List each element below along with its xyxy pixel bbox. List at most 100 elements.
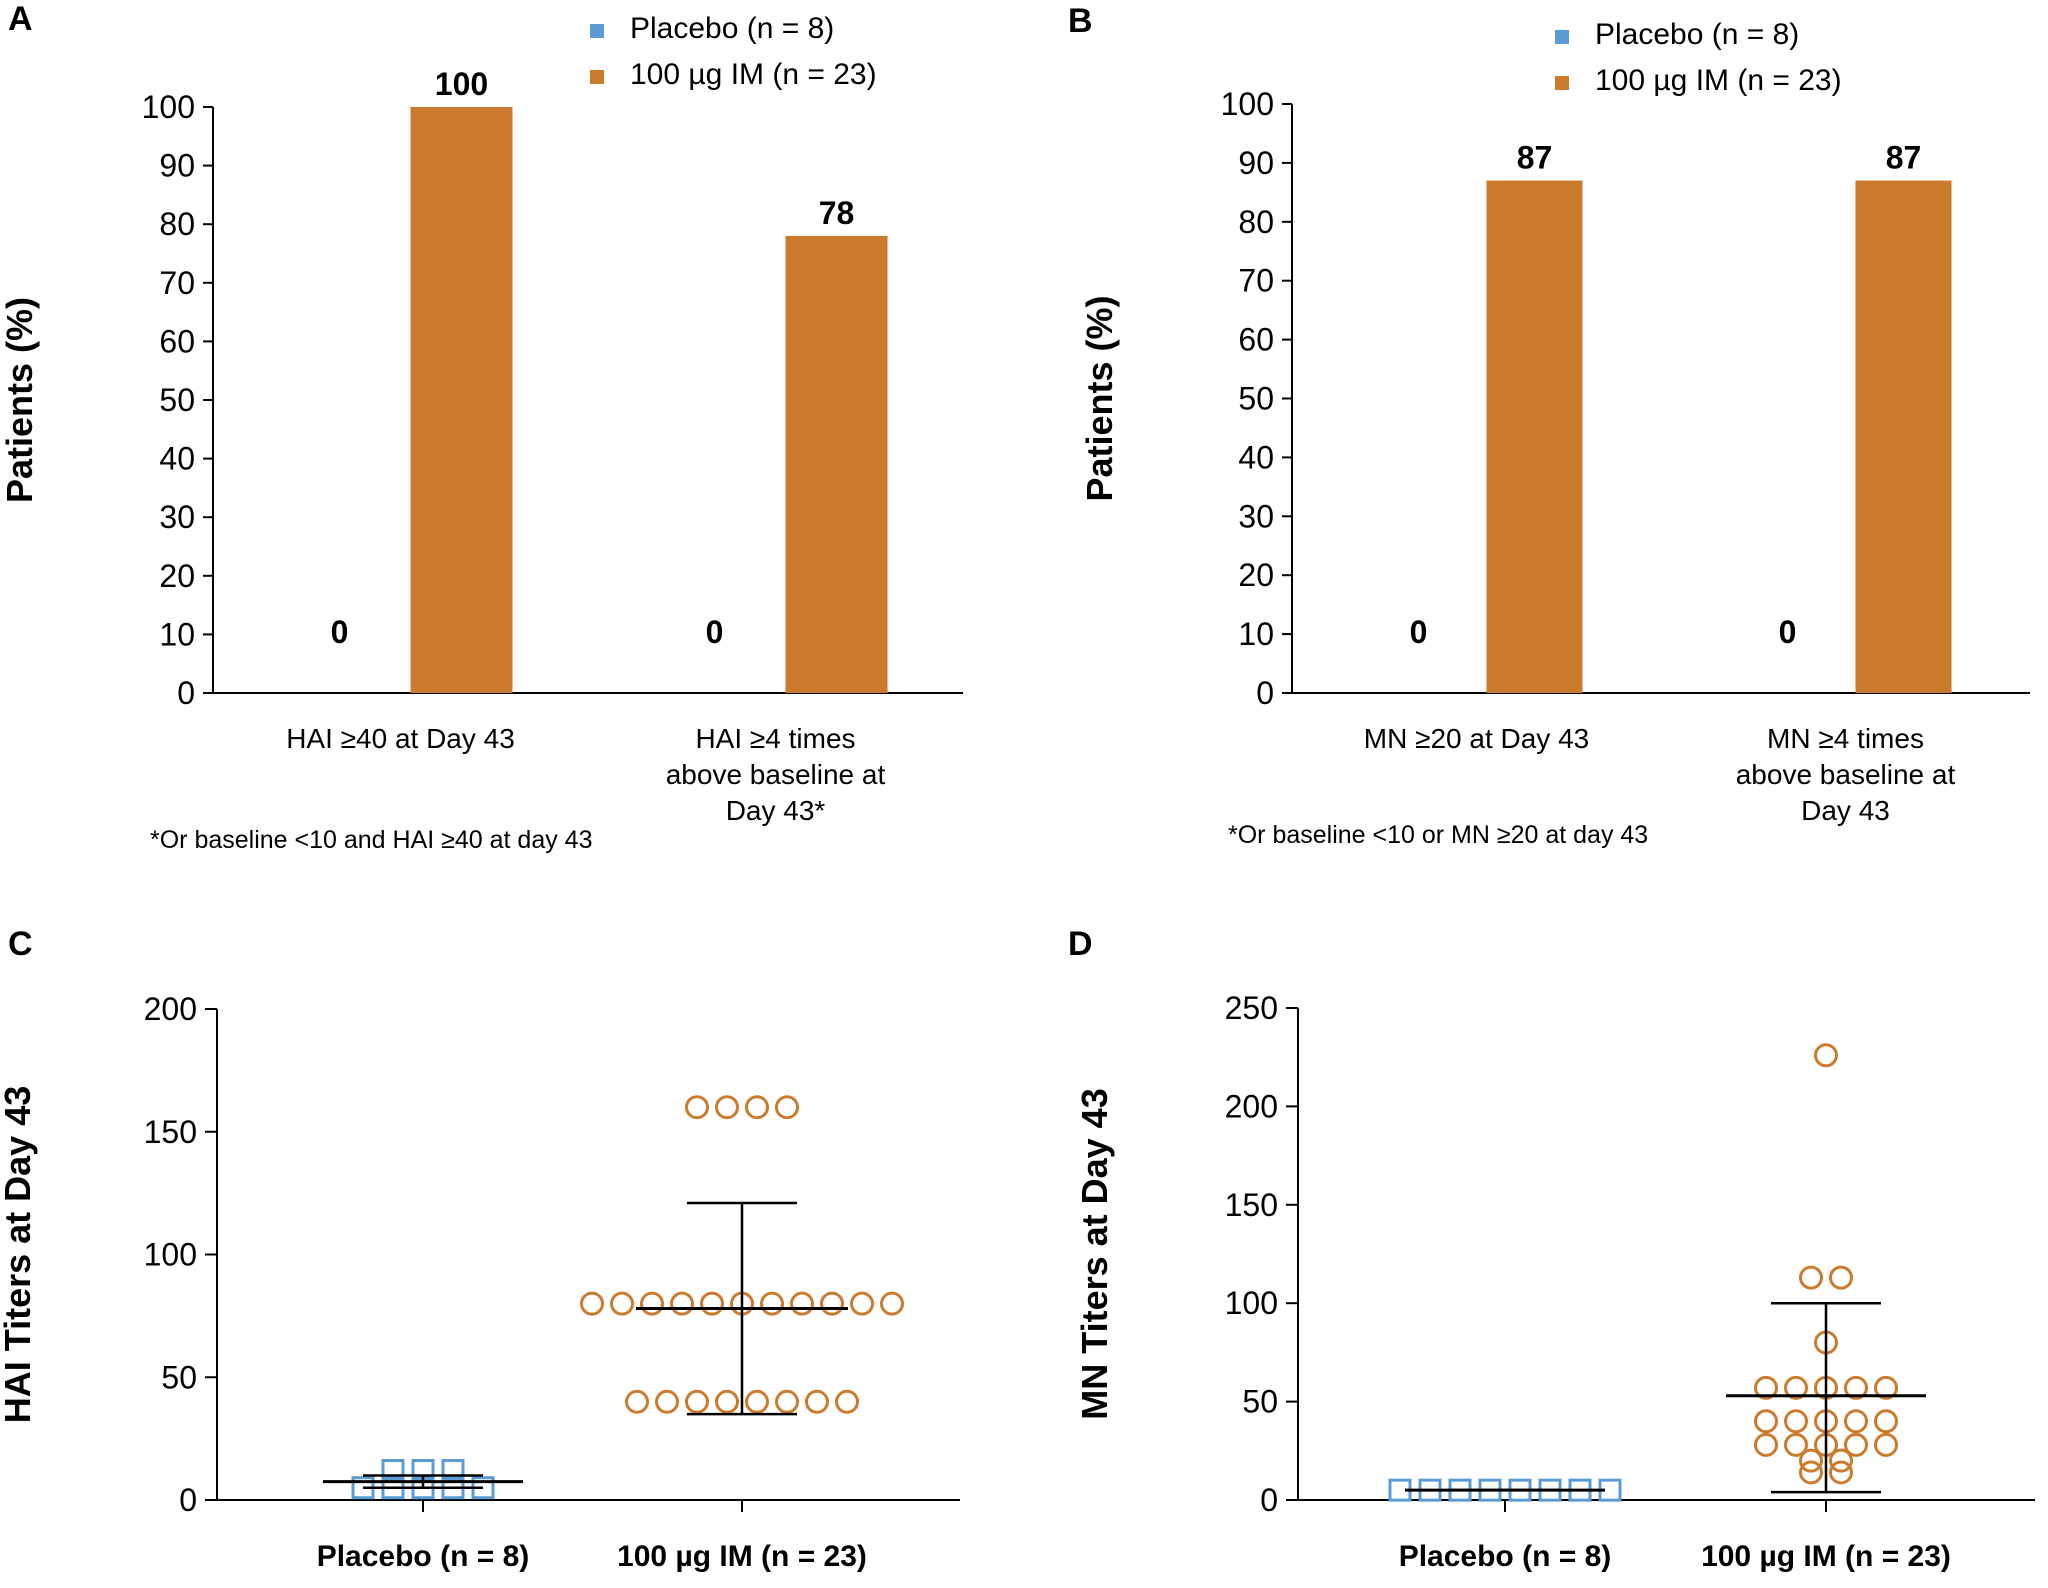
panel-b-y-tick-label: 40 — [1238, 439, 1274, 475]
panel-b-y-tick-label: 30 — [1238, 498, 1274, 534]
panel-a-y-tick-label: 60 — [159, 323, 195, 359]
panel-d-point — [1874, 1409, 1898, 1434]
panel-c-y-tick-label: 50 — [161, 1359, 197, 1395]
panel-d-point — [1844, 1432, 1868, 1457]
panel-b-bar — [1855, 180, 1952, 693]
panel-a-y-tick-label: 90 — [159, 148, 195, 184]
panel-b-y-tick-label: 70 — [1238, 263, 1274, 299]
panel-b-category-label: Day 43 — [1801, 795, 1890, 826]
panel-c-point — [790, 1291, 814, 1316]
panel-d-y-tick-label: 50 — [1242, 1384, 1278, 1420]
panel-b-category-label: MN ≥20 at Day 43 — [1364, 723, 1589, 754]
panel-d-point — [1844, 1375, 1868, 1400]
panel-d-point — [1784, 1409, 1808, 1434]
panel-b-category-label: above baseline at — [1736, 759, 1956, 790]
panel-a-category-label: Day 43* — [726, 795, 826, 826]
panel-d-point — [1754, 1432, 1778, 1457]
panel-a-y-tick-label: 40 — [159, 441, 195, 477]
panel-c-point — [700, 1291, 724, 1316]
panel-c-point — [610, 1291, 634, 1316]
panel-c-y-tick-label: 150 — [144, 1114, 197, 1150]
panel-c-y-tick-label: 0 — [179, 1482, 197, 1518]
panel-b-data-label: 0 — [1779, 614, 1797, 650]
panel-c-point — [880, 1291, 904, 1316]
panel-a-data-label: 0 — [706, 614, 724, 650]
panel-c-point — [775, 1095, 799, 1120]
panel-a-legend-swatch — [590, 70, 604, 84]
panel-b-legend-label: 100 µg IM (n = 23) — [1595, 64, 1842, 97]
panel-b-data-label: 87 — [1886, 140, 1922, 176]
panel-c-point — [715, 1095, 739, 1120]
panel-a-bar-chart: A 0 10 20 30 40 50 60 70 80 90 100 Patients (%) 0 100… — [0, 0, 963, 854]
panel-c-point — [655, 1389, 679, 1414]
panel-d-category-label: Placebo (n = 8) — [1399, 1540, 1612, 1573]
panel-c-point — [715, 1389, 739, 1414]
panel-c-point — [835, 1389, 859, 1414]
panel-b-legend-label: Placebo (n = 8) — [1595, 18, 1799, 51]
panel-c-y-axis-label: HAI Titers at Day 43 — [0, 1086, 38, 1423]
panel-a-y-tick-label: 10 — [159, 616, 195, 652]
panel-c-point — [745, 1389, 769, 1414]
panel-a-y-tick-label: 30 — [159, 499, 195, 535]
panel-c-y-tick-label: 100 — [144, 1237, 197, 1273]
panel-a-y-tick-label: 20 — [159, 558, 195, 594]
panel-a-y-tick-label: 100 — [142, 89, 195, 125]
panel-d-y-tick-label: 100 — [1225, 1285, 1278, 1321]
panel-a-category-label: HAI ≥4 times — [695, 723, 855, 754]
panel-letter-c: C — [8, 925, 33, 963]
panel-letter-d: D — [1068, 925, 1093, 963]
panel-a-category-label: above baseline at — [666, 759, 886, 790]
panel-c-point — [625, 1389, 649, 1414]
panel-a-footnote: *Or baseline <10 and HAI ≥40 at day 43 — [150, 826, 592, 854]
panel-d-point — [1844, 1409, 1868, 1434]
panel-d-point — [1874, 1432, 1898, 1457]
panel-a-data-label: 78 — [819, 195, 855, 231]
panel-c-point — [805, 1389, 829, 1414]
panel-a-data-label: 0 — [331, 614, 349, 650]
panel-b-y-tick-label: 60 — [1238, 322, 1274, 358]
panel-d-point — [1829, 1265, 1853, 1290]
panel-b-footnote: *Or baseline <10 or MN ≥20 at day 43 — [1228, 821, 1648, 849]
panel-a-y-tick-label: 80 — [159, 206, 195, 242]
panel-a-y-tick-label: 50 — [159, 382, 195, 418]
panel-d-y-axis-label: MN Titers at Day 43 — [1074, 1088, 1115, 1419]
panel-d-point — [1784, 1432, 1808, 1457]
panel-d-point — [1814, 1043, 1838, 1068]
panel-a-category-label: HAI ≥40 at Day 43 — [286, 723, 515, 754]
panel-c-point — [685, 1095, 709, 1120]
panel-d-point — [1754, 1409, 1778, 1434]
panel-d-y-tick-label: 0 — [1260, 1482, 1278, 1518]
panel-b-y-axis-label: Patients (%) — [1079, 295, 1120, 501]
panel-b-y-tick-label: 20 — [1238, 557, 1274, 593]
panel-c-point — [670, 1291, 694, 1316]
panel-c-category-label: Placebo (n = 8) — [317, 1540, 530, 1573]
panel-d-point — [1874, 1375, 1898, 1400]
panel-letter-a: A — [8, 0, 33, 38]
panel-a-y-axis-label: Patients (%) — [0, 297, 40, 503]
panel-b-y-tick-label: 100 — [1221, 86, 1274, 122]
panel-c-category-label: 100 µg IM (n = 23) — [617, 1540, 867, 1573]
panel-d-scatter-chart: D 0 50 100 150 200 250 MN Titers at Day 43 Plac… — [1068, 925, 2035, 1573]
panel-b-category-label: MN ≥4 times — [1767, 723, 1924, 754]
panel-c-point — [775, 1389, 799, 1414]
panel-b-legend-swatch — [1555, 30, 1569, 44]
panel-d-y-tick-label: 200 — [1225, 1088, 1278, 1124]
panel-c-point — [760, 1291, 784, 1316]
panel-b-legend-swatch — [1555, 76, 1569, 90]
panel-b-y-tick-label: 80 — [1238, 204, 1274, 240]
panel-d-point — [1784, 1375, 1808, 1400]
panel-b-y-tick-label: 50 — [1238, 381, 1274, 417]
panel-a-y-tick-label: 70 — [159, 265, 195, 301]
panel-c-point — [685, 1389, 709, 1414]
panel-c-scatter-chart: C 0 50 100 150 200 HAI Titers at Day 43 Placeb… — [0, 925, 960, 1573]
panel-d-point — [1829, 1448, 1853, 1473]
panel-a-legend-label: Placebo (n = 8) — [630, 12, 834, 45]
panel-d-point — [1799, 1460, 1823, 1485]
panel-d-point — [1829, 1460, 1853, 1485]
panel-b-bar — [1486, 180, 1583, 693]
panel-c-y-tick-label: 200 — [144, 991, 197, 1027]
panel-letter-b: B — [1068, 2, 1093, 40]
panel-a-data-label: 100 — [435, 66, 488, 102]
panel-c-point — [850, 1291, 874, 1316]
